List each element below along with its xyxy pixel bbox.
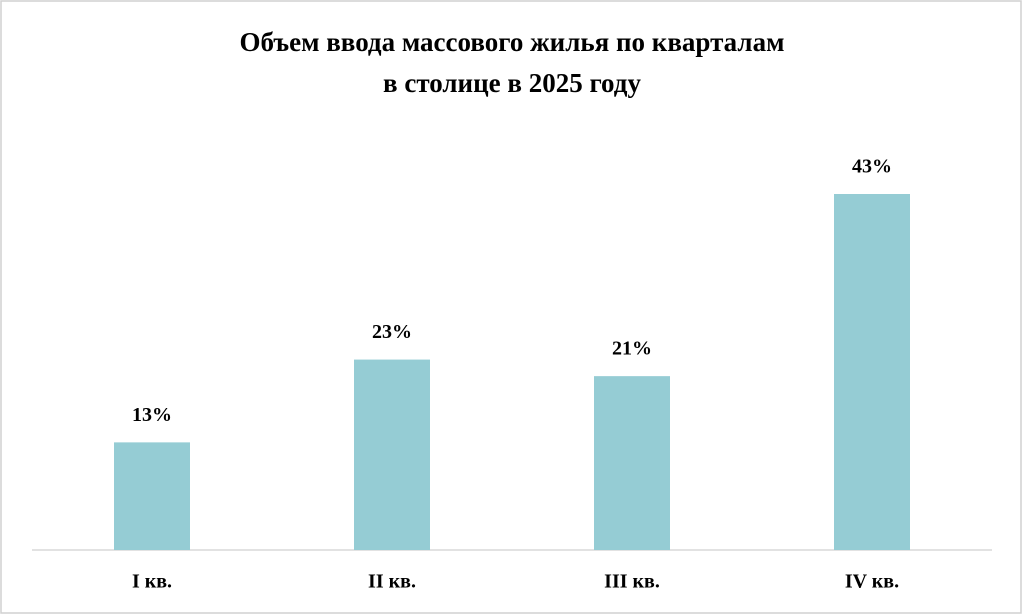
bar — [114, 442, 190, 550]
x-tick-label: II кв. — [368, 571, 416, 593]
data-label: 43% — [852, 156, 892, 178]
chart-title: Объем ввода массового жилья по кварталам — [240, 27, 785, 57]
data-label: 23% — [372, 321, 412, 343]
data-label: 21% — [612, 338, 652, 360]
data-label: 13% — [132, 404, 172, 426]
bar — [834, 194, 910, 550]
bar — [594, 376, 670, 550]
x-tick-label: IV кв. — [845, 571, 899, 593]
chart-title: в столице в 2025 году — [383, 68, 641, 98]
x-tick-label: III кв. — [604, 571, 660, 593]
bar — [354, 359, 430, 550]
x-tick-label: I кв. — [132, 571, 172, 593]
